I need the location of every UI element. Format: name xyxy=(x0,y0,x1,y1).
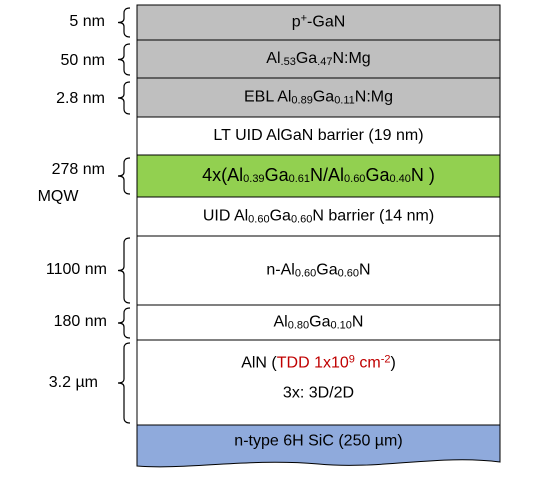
brace xyxy=(117,342,131,424)
label-part: N:Mg xyxy=(355,89,393,106)
label-part: N xyxy=(352,314,364,331)
label-part: 0.60 xyxy=(344,173,365,185)
brace xyxy=(117,43,131,76)
label-part: 0.61 xyxy=(289,173,310,185)
label-part: LT UID AlGaN barrier (19 nm) xyxy=(213,127,423,144)
label-part: Al xyxy=(266,50,280,67)
label-part: 0.60 xyxy=(248,214,269,226)
label-part: 0.40 xyxy=(389,173,410,185)
brace xyxy=(117,7,131,38)
dimension-label: MQW xyxy=(38,188,80,205)
label-part: N xyxy=(359,262,371,279)
label-part: cm xyxy=(355,355,381,372)
layer-label: AlN (TDD 1x109 cm-2) xyxy=(241,354,396,372)
label-part: Ga xyxy=(365,165,390,185)
label-part: -GaN xyxy=(307,14,345,31)
label-part: 4x(Al xyxy=(202,165,243,185)
layer xyxy=(136,39,501,79)
layer xyxy=(136,235,501,306)
label-part: .53 xyxy=(281,56,296,68)
layer-label: n-type 6H SiC (250 µm) xyxy=(234,433,402,450)
brace xyxy=(117,307,131,339)
dimension-label: 3.2 µm xyxy=(49,374,98,391)
label-part: 0.60 xyxy=(295,268,316,280)
label-part: Ga xyxy=(296,50,317,67)
label-part: 0.39 xyxy=(243,173,264,185)
label-part: p xyxy=(292,14,301,31)
dimension-label: 278 nm xyxy=(52,161,105,178)
label-part: + xyxy=(301,13,307,25)
label-part: 0.60 xyxy=(338,268,359,280)
layer-label: 3x: 3D/2D xyxy=(283,385,354,402)
dimension-label: 5 nm xyxy=(69,13,105,30)
layer-label: EBL Al0.89Ga0.11N:Mg xyxy=(244,89,393,107)
label-part: 0.60 xyxy=(291,214,312,226)
label-part: N ) xyxy=(411,165,435,185)
layer xyxy=(136,4,501,41)
layer xyxy=(136,339,501,426)
label-part: Al xyxy=(274,314,288,331)
label-part: 9 xyxy=(349,354,355,366)
brace xyxy=(117,157,131,195)
label-part: n-type 6H SiC (250 µm) xyxy=(234,433,402,450)
brace xyxy=(117,237,131,304)
layer-label: UID Al0.60Ga0.60N barrier (14 nm) xyxy=(203,208,434,226)
label-part: N barrier (14 nm) xyxy=(312,208,434,225)
label-part: Ga xyxy=(309,314,330,331)
label-part: N:Mg xyxy=(332,50,370,67)
dimension-labels: 5 nm 50 nm 2.8 nm 278 nm MQW 1100 nm 180 nm 3.2… xyxy=(38,7,131,424)
dimension-label: 50 nm xyxy=(61,52,105,69)
label-part: UID Al xyxy=(203,208,248,225)
label-part: Ga xyxy=(316,262,337,279)
label-part: N/Al xyxy=(310,165,344,185)
layer-label: n-Al0.60Ga0.60N xyxy=(266,262,370,280)
label-part: AlN ( xyxy=(241,355,277,372)
layer-label: p+-GaN xyxy=(292,13,346,31)
label-part: 0.89 xyxy=(291,95,312,107)
label-part: EBL Al xyxy=(244,89,291,106)
label-part: 0.11 xyxy=(334,95,355,107)
layer-label: Al.53Ga.47N:Mg xyxy=(266,50,370,68)
label-part: 0.80 xyxy=(288,320,309,332)
label-part: n-Al xyxy=(266,262,294,279)
layer xyxy=(136,304,501,341)
layer-label: 4x(Al0.39Ga0.61N/Al0.60Ga0.40N ) xyxy=(202,165,435,185)
dimension-label: 180 nm xyxy=(54,313,107,330)
label-part: 3x: 3D/2D xyxy=(283,385,354,402)
label-part: TDD 1x10 xyxy=(277,355,349,372)
label-part: Ga xyxy=(313,89,334,106)
label-part: -2 xyxy=(381,354,391,366)
label-part: ) xyxy=(390,355,395,372)
label-part: Ga xyxy=(270,208,291,225)
dimension-label: 2.8 nm xyxy=(56,90,105,107)
dimension-label: 1100 nm xyxy=(46,261,107,278)
substrate-layer xyxy=(136,424,501,468)
label-part: Ga xyxy=(265,165,290,185)
layer-label: LT UID AlGaN barrier (19 nm) xyxy=(213,127,423,144)
layer xyxy=(136,116,501,156)
label-part: .47 xyxy=(317,56,332,68)
layer xyxy=(136,196,501,237)
label-part: 0.10 xyxy=(331,320,352,332)
brace xyxy=(117,81,131,115)
layer-label: Al0.80Ga0.10N xyxy=(274,314,364,332)
